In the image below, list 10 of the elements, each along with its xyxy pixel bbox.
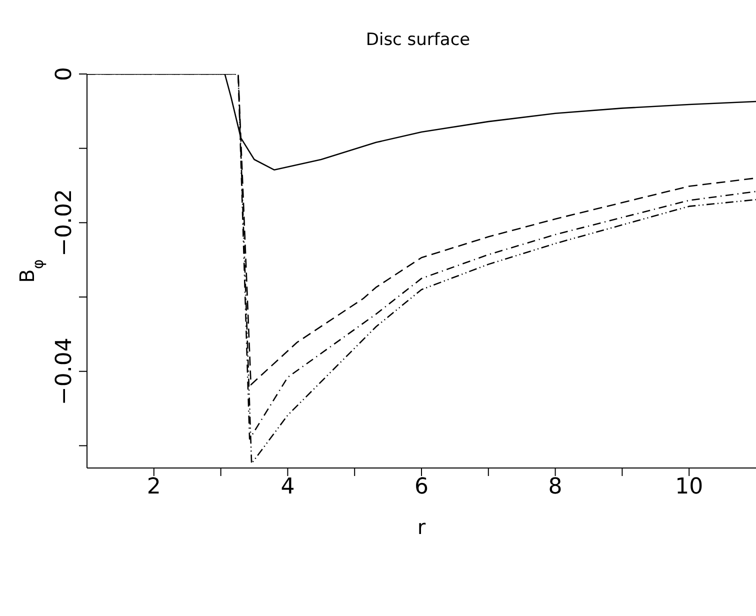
x-axis-title: r	[417, 515, 426, 539]
x-tick-label: 8	[548, 474, 562, 500]
y-tick-label: 0	[52, 67, 77, 81]
x-tick-label: 4	[280, 474, 295, 500]
y-tick-label: −0.04	[52, 338, 77, 406]
y-tick-label: −0.02	[52, 188, 77, 256]
x-tick-label: 2	[146, 474, 161, 500]
chart-title: Disc surface	[364, 30, 472, 50]
x-tick-label: 10	[675, 474, 704, 500]
x-tick-label: 6	[414, 474, 428, 500]
